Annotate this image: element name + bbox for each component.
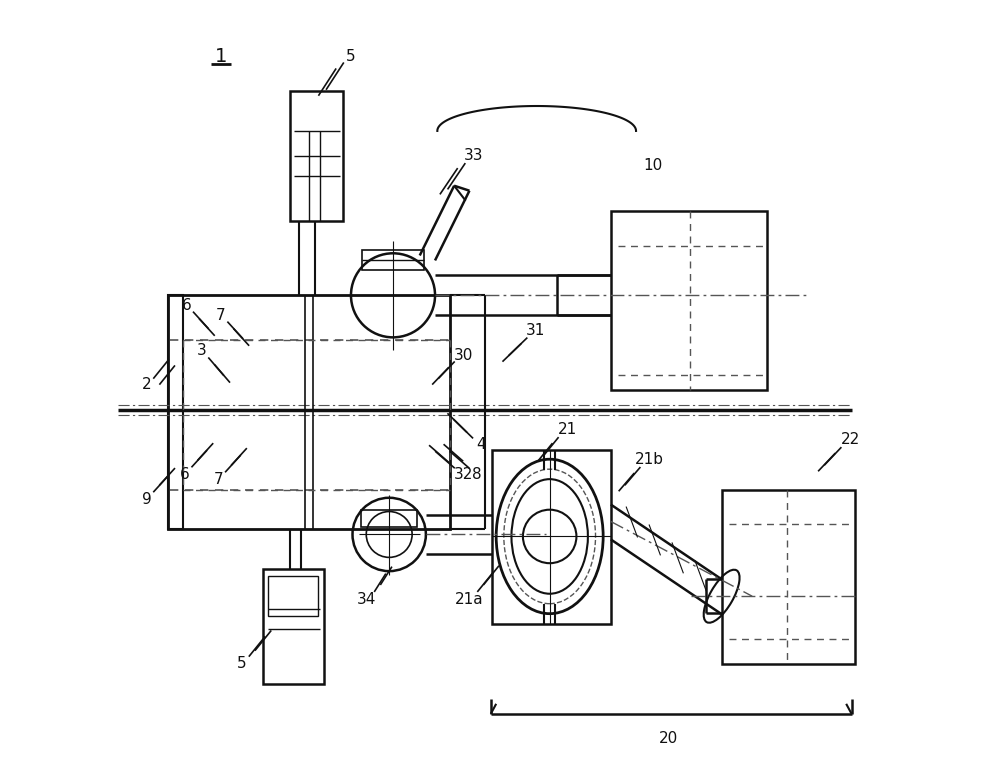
Bar <box>168 295 183 529</box>
Text: 33: 33 <box>464 148 483 163</box>
Text: 7: 7 <box>214 472 224 487</box>
Text: 1: 1 <box>215 47 227 66</box>
Bar <box>263 569 324 684</box>
Text: 32: 32 <box>454 467 473 482</box>
Text: 31: 31 <box>526 323 546 337</box>
Text: 10: 10 <box>643 158 662 173</box>
Text: 9: 9 <box>142 492 152 507</box>
Bar <box>611 211 767 390</box>
Text: 30: 30 <box>454 347 473 363</box>
Bar <box>362 251 424 271</box>
Text: 8: 8 <box>472 467 482 482</box>
Text: 6: 6 <box>180 467 190 482</box>
Ellipse shape <box>704 570 740 623</box>
Text: 20: 20 <box>659 731 678 746</box>
Text: 34: 34 <box>357 591 376 607</box>
Text: 5: 5 <box>237 657 247 671</box>
Text: 3: 3 <box>197 343 207 357</box>
Text: 4: 4 <box>476 437 486 453</box>
Bar <box>268 576 318 616</box>
Bar <box>361 509 417 528</box>
Text: 21a: 21a <box>455 591 484 607</box>
Bar <box>168 295 450 529</box>
Text: 22: 22 <box>840 433 860 447</box>
Text: 5: 5 <box>346 48 356 64</box>
Text: 7: 7 <box>216 308 226 323</box>
Bar <box>492 449 611 624</box>
Text: 2: 2 <box>142 377 152 393</box>
Text: 6: 6 <box>182 298 192 313</box>
Bar <box>722 489 855 664</box>
Text: 21b: 21b <box>635 453 664 467</box>
Bar <box>290 91 343 221</box>
Text: 21: 21 <box>558 423 577 437</box>
